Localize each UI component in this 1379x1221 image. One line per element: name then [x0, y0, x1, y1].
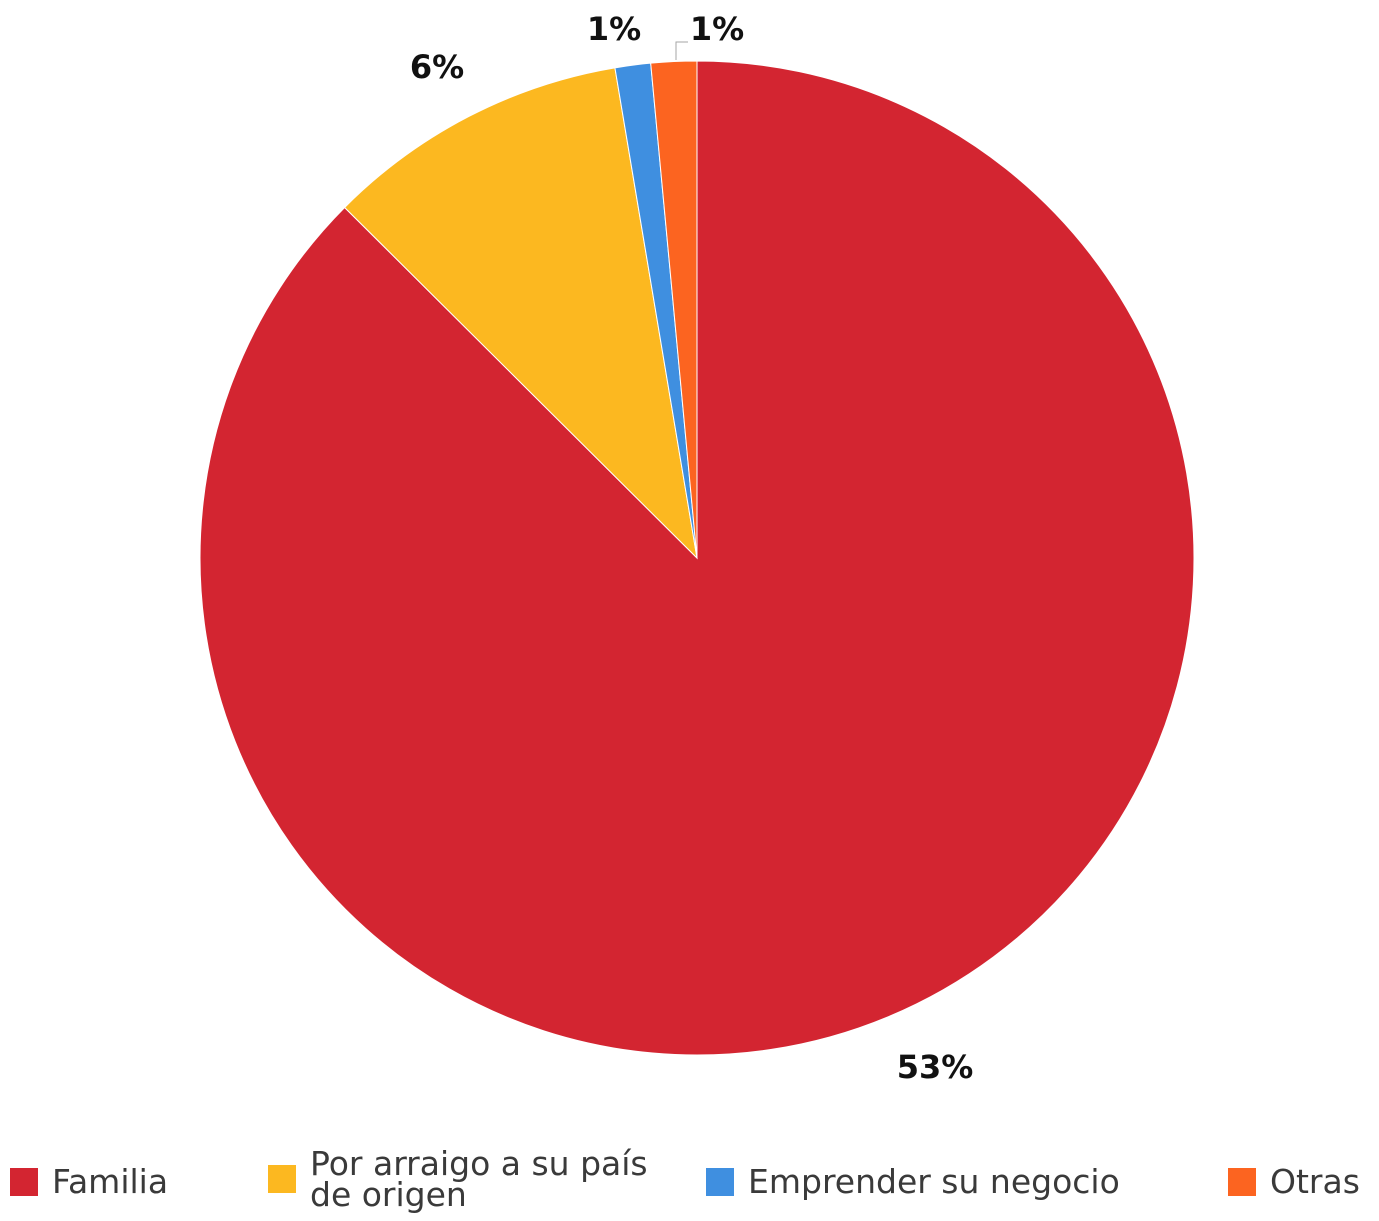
data-label-otras: 1% [690, 10, 744, 48]
pie-slice-por-arraigo-a-su-país-de-origen [343, 67, 698, 560]
data-labels: 53% 6% 1% 1% [410, 10, 973, 1086]
leader-lines [675, 41, 688, 60]
data-label-familia: 53% [897, 1048, 974, 1086]
legend-label-emprender: Emprender su negocio [748, 1162, 1120, 1201]
legend: Familia Por arraigo a su país de origen … [0, 1140, 1379, 1221]
legend-swatch-familia [10, 1167, 38, 1196]
data-label-por-arraigo-a-su-país-de-origen: 6% [410, 48, 464, 86]
legend-item-familia: Familia [10, 1162, 250, 1201]
legend-item-otras: Otras [1228, 1162, 1378, 1201]
legend-label-otras: Otras [1270, 1162, 1360, 1201]
legend-item-emprender: Emprender su negocio [706, 1162, 1206, 1201]
leader-line-otras [675, 41, 688, 60]
legend-item-por-arraigo: Por arraigo a su país de origen [268, 1144, 678, 1214]
data-label-emprender-su-negocio: 1% [587, 10, 641, 48]
legend-label-familia: Familia [52, 1162, 169, 1201]
legend-swatch-otras [1228, 1167, 1256, 1196]
pie-slice-otras [650, 60, 698, 559]
pie-slice-familia [199, 60, 1195, 1056]
legend-swatch-por-arraigo [268, 1165, 296, 1193]
pie-slices [199, 60, 1195, 1056]
pie-chart-plot: 53% 6% 1% 1% [199, 10, 1195, 1086]
legend-label-por-arraigo: Por arraigo a su país de origen [310, 1144, 648, 1214]
legend-swatch-emprender [706, 1167, 734, 1196]
